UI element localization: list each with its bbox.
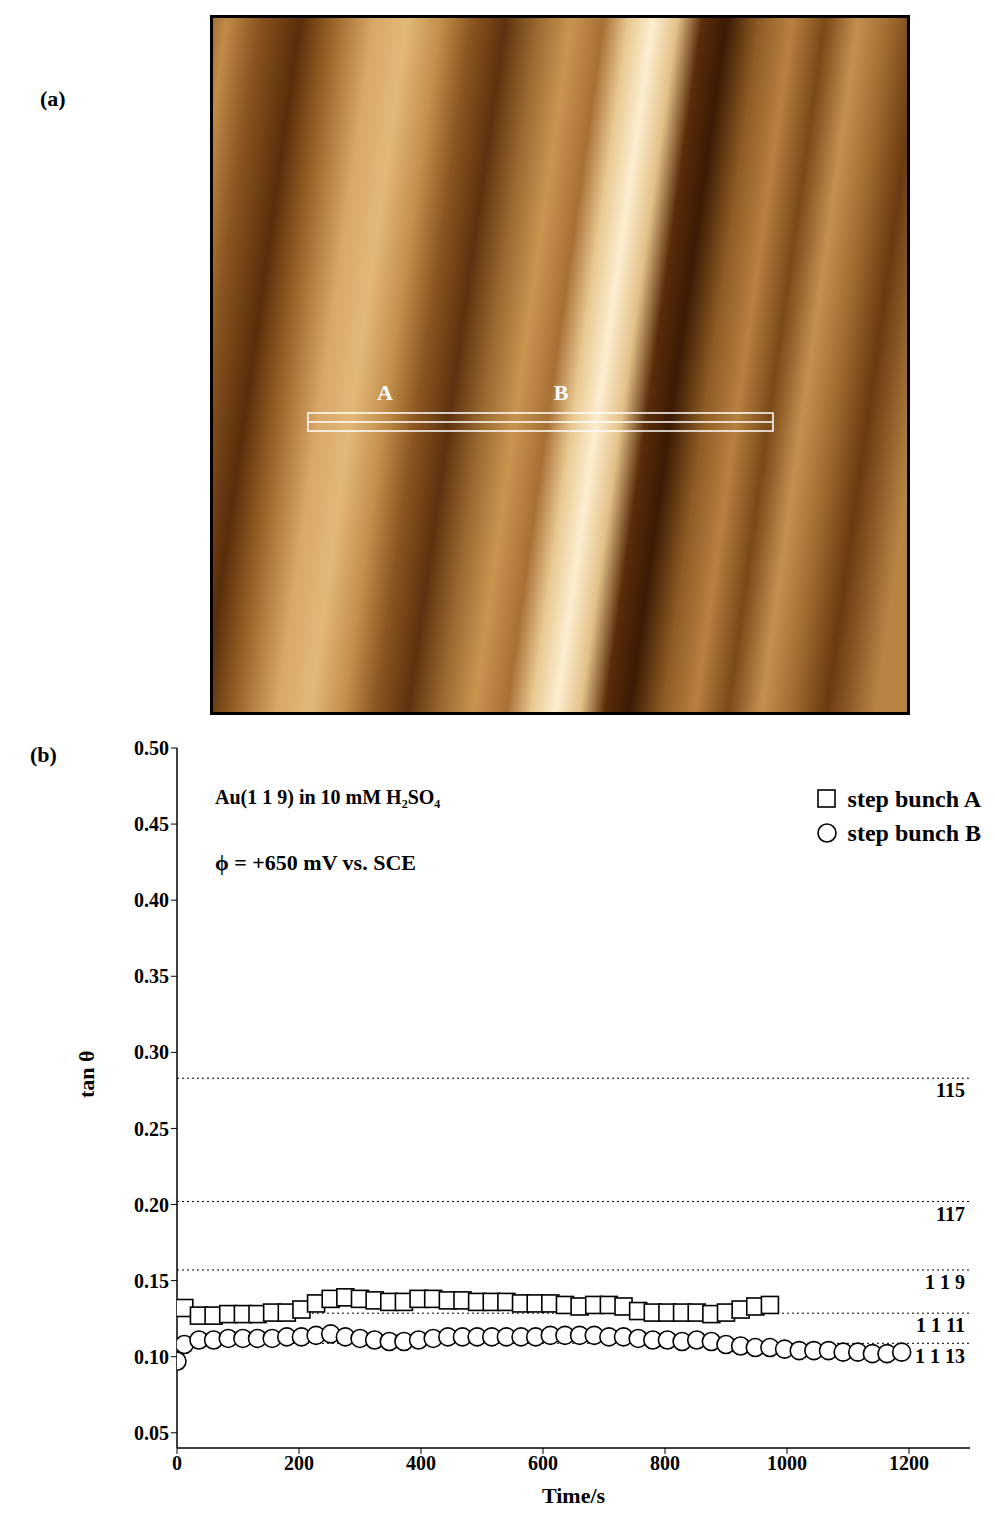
- svg-text:tan θ: tan θ: [74, 1050, 99, 1098]
- html-text:step bunch B: step bunch B: [847, 819, 981, 846]
- html-text:ϕ = +650 mV vs. SCE: ϕ = +650 mV vs. SCE: [215, 850, 416, 875]
- svg-text:1000: 1000: [767, 1452, 807, 1474]
- svg-text:B: B: [554, 380, 569, 405]
- svg-text:117: 117: [936, 1203, 965, 1225]
- svg-text:400: 400: [406, 1452, 436, 1474]
- svg-text:800: 800: [650, 1452, 680, 1474]
- html-text:step bunch A: step bunch A: [847, 785, 981, 812]
- svg-text:600: 600: [528, 1452, 558, 1474]
- html-text:(a): (a): [40, 86, 66, 111]
- html-text:(b): (b): [30, 742, 57, 767]
- svg-text:0.05: 0.05: [134, 1422, 169, 1444]
- svg-text:200: 200: [284, 1452, 314, 1474]
- svg-text:0.30: 0.30: [134, 1041, 169, 1063]
- svg-text:0.15: 0.15: [134, 1270, 169, 1292]
- svg-text:0.45: 0.45: [134, 813, 169, 835]
- svg-text:0.35: 0.35: [134, 965, 169, 987]
- svg-text:0.10: 0.10: [134, 1346, 169, 1368]
- svg-text:1 1 11: 1 1 11: [916, 1314, 965, 1336]
- svg-text:1200: 1200: [889, 1452, 929, 1474]
- svg-text:0.25: 0.25: [134, 1118, 169, 1140]
- svg-text:1 1 13: 1 1 13: [915, 1345, 965, 1367]
- svg-text:0.50: 0.50: [134, 737, 169, 759]
- svg-text:A: A: [377, 380, 393, 405]
- html-text:Au(1 1 9) in 10 mM H₂SO₄: Au(1 1 9) in 10 mM H₂SO₄: [215, 786, 441, 808]
- svg-text:0.40: 0.40: [134, 889, 169, 911]
- svg-text:Time/s: Time/s: [542, 1483, 606, 1508]
- svg-text:0.20: 0.20: [134, 1194, 169, 1216]
- svg-text:1 1 9: 1 1 9: [925, 1271, 965, 1293]
- svg-text:115: 115: [936, 1079, 965, 1101]
- svg-text:0: 0: [172, 1452, 182, 1474]
